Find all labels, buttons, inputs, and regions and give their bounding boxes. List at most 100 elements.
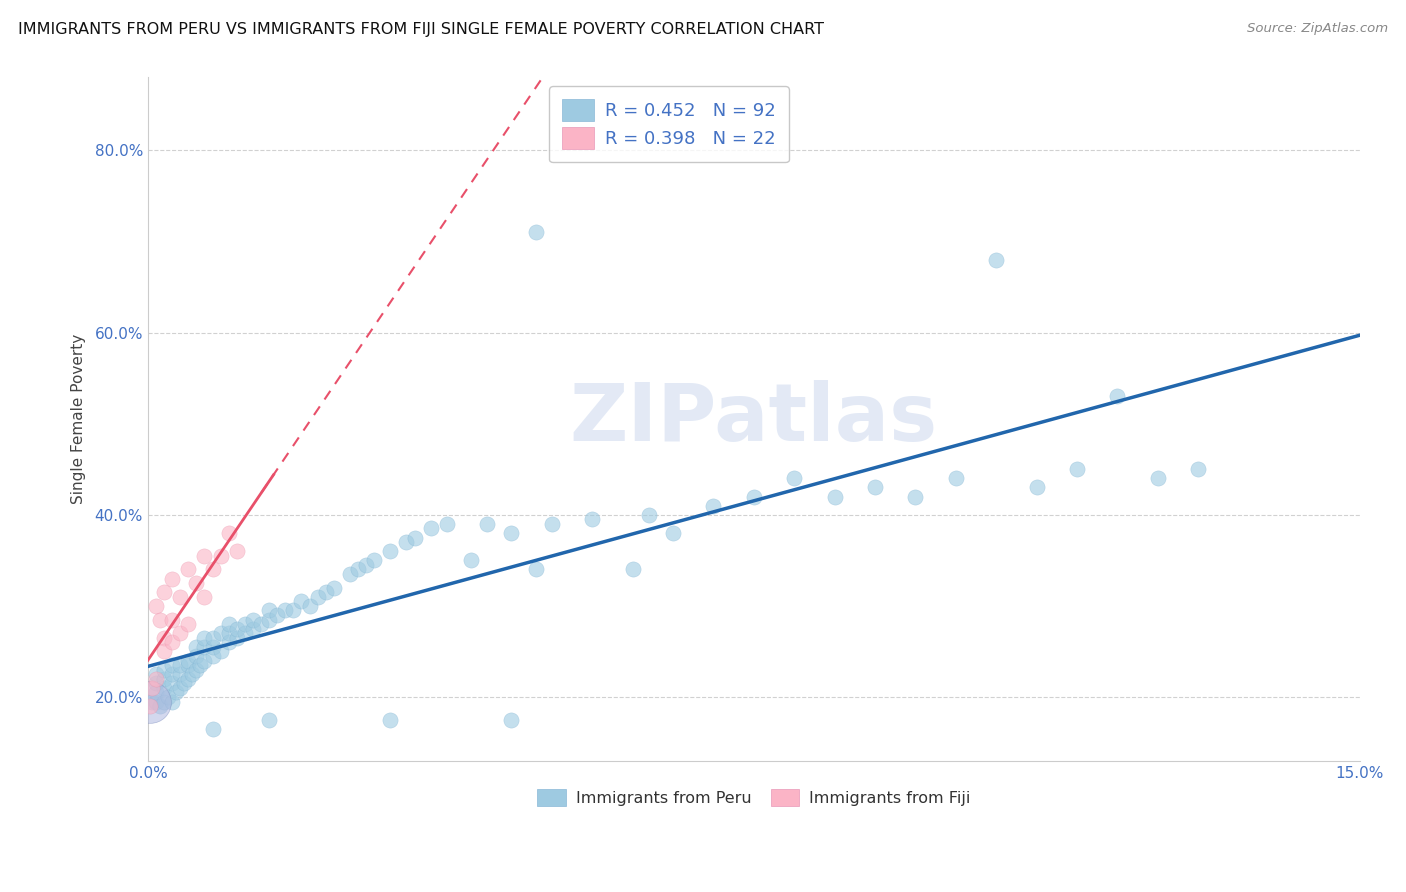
Point xyxy=(160,613,183,627)
Point xyxy=(354,558,377,572)
Point xyxy=(242,622,264,636)
Point xyxy=(201,562,224,576)
Point xyxy=(160,676,183,690)
Point xyxy=(524,562,547,576)
Point xyxy=(904,490,927,504)
Point xyxy=(145,672,167,686)
Legend: Immigrants from Peru, Immigrants from Fiji: Immigrants from Peru, Immigrants from Fi… xyxy=(530,780,979,814)
Point xyxy=(177,562,200,576)
Point xyxy=(1107,389,1129,403)
Point xyxy=(233,626,256,640)
Point xyxy=(218,617,240,632)
Point xyxy=(637,508,659,522)
Point xyxy=(190,658,212,673)
Point xyxy=(621,562,644,576)
Point xyxy=(257,713,280,727)
Point xyxy=(193,653,215,667)
Point xyxy=(380,544,402,558)
Point xyxy=(153,672,176,686)
Point xyxy=(404,531,426,545)
Point xyxy=(201,648,224,663)
Point xyxy=(177,672,200,686)
Point xyxy=(225,544,247,558)
Point xyxy=(160,658,183,673)
Point xyxy=(524,225,547,239)
Point xyxy=(460,553,482,567)
Point xyxy=(702,499,724,513)
Point xyxy=(149,613,172,627)
Point xyxy=(160,572,183,586)
Point xyxy=(1025,480,1047,494)
Point xyxy=(986,252,1008,267)
Point xyxy=(177,617,200,632)
Point xyxy=(181,667,204,681)
Point xyxy=(347,562,370,576)
Point xyxy=(315,585,337,599)
Point xyxy=(257,603,280,617)
Point xyxy=(153,663,176,677)
Point xyxy=(145,685,167,699)
Point xyxy=(662,525,685,540)
Point xyxy=(233,617,256,632)
Point xyxy=(153,585,176,599)
Point xyxy=(1066,462,1088,476)
Point xyxy=(193,549,215,563)
Text: ZIPatlas: ZIPatlas xyxy=(569,380,938,458)
Point xyxy=(225,631,247,645)
Point xyxy=(209,626,232,640)
Point xyxy=(298,599,321,613)
Point xyxy=(153,631,176,645)
Point xyxy=(242,613,264,627)
Point xyxy=(186,640,208,654)
Point xyxy=(257,613,280,627)
Point xyxy=(501,713,523,727)
Point xyxy=(141,681,163,695)
Point xyxy=(380,713,402,727)
Point xyxy=(193,631,215,645)
Point xyxy=(477,516,499,531)
Point xyxy=(501,525,523,540)
Point xyxy=(307,590,329,604)
Point xyxy=(863,480,886,494)
Point xyxy=(169,658,191,673)
Point xyxy=(824,490,846,504)
Point xyxy=(160,667,183,681)
Point xyxy=(201,640,224,654)
Point xyxy=(145,694,167,708)
Point xyxy=(165,685,187,699)
Point xyxy=(419,521,441,535)
Point xyxy=(139,699,162,714)
Point xyxy=(218,635,240,649)
Point xyxy=(290,594,312,608)
Point xyxy=(193,590,215,604)
Point xyxy=(145,676,167,690)
Text: Source: ZipAtlas.com: Source: ZipAtlas.com xyxy=(1247,22,1388,36)
Point xyxy=(541,516,564,531)
Point xyxy=(169,681,191,695)
Point xyxy=(436,516,458,531)
Text: IMMIGRANTS FROM PERU VS IMMIGRANTS FROM FIJI SINGLE FEMALE POVERTY CORRELATION C: IMMIGRANTS FROM PERU VS IMMIGRANTS FROM … xyxy=(18,22,824,37)
Point xyxy=(145,667,167,681)
Point xyxy=(1187,462,1209,476)
Point xyxy=(218,525,240,540)
Point xyxy=(945,471,967,485)
Point xyxy=(177,658,200,673)
Point xyxy=(160,635,183,649)
Point xyxy=(149,699,172,714)
Point xyxy=(742,490,765,504)
Point xyxy=(157,690,180,704)
Point xyxy=(160,694,183,708)
Point xyxy=(363,553,385,567)
Point xyxy=(186,576,208,591)
Point xyxy=(250,617,273,632)
Point xyxy=(169,590,191,604)
Point xyxy=(395,535,418,549)
Point xyxy=(201,722,224,736)
Point xyxy=(173,676,195,690)
Point xyxy=(193,640,215,654)
Point xyxy=(201,631,224,645)
Point xyxy=(209,644,232,658)
Y-axis label: Single Female Poverty: Single Female Poverty xyxy=(72,334,86,504)
Point xyxy=(322,581,344,595)
Point xyxy=(283,603,305,617)
